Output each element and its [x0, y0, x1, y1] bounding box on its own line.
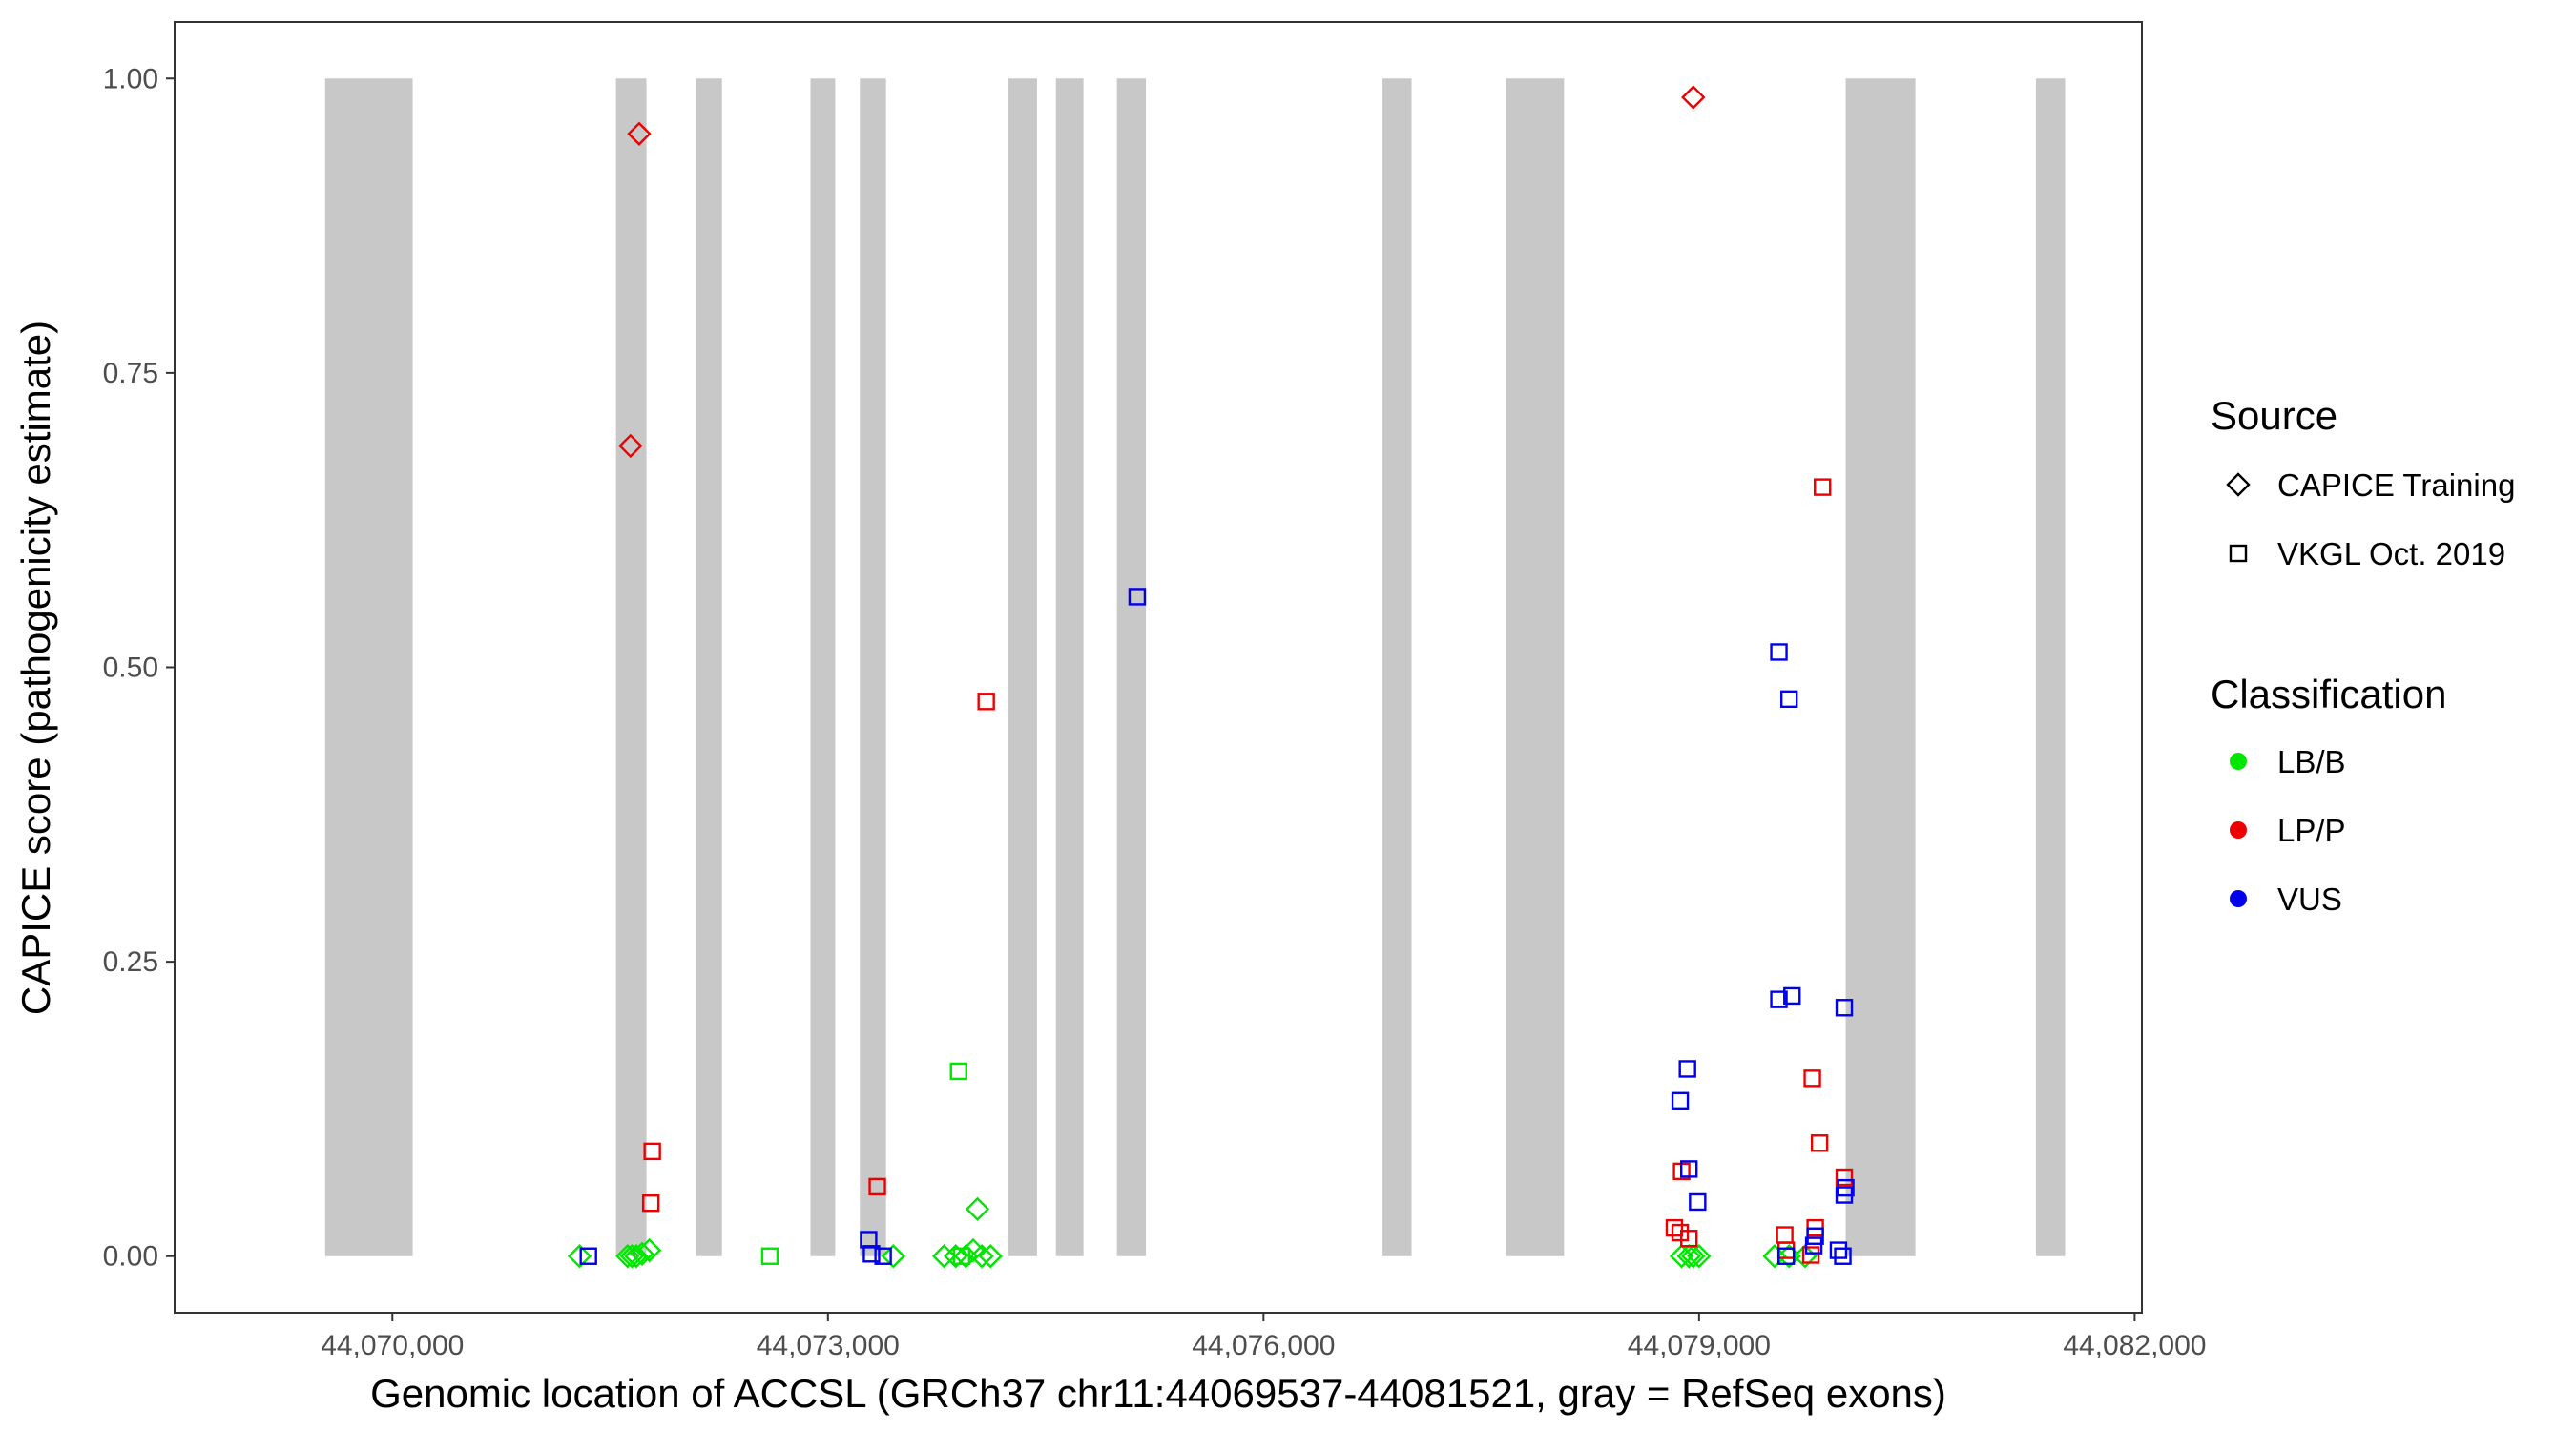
data-point-diamond: [619, 1244, 645, 1269]
data-point-square: [1829, 1241, 1848, 1259]
data-point-square: [1680, 1230, 1698, 1248]
data-point-square: [1783, 986, 1801, 1006]
data-point-square: [977, 693, 995, 711]
data-point-square: [1678, 1060, 1696, 1078]
data-point-diamond: [1669, 1244, 1694, 1269]
x-tick-label: 44,073,000: [757, 1330, 900, 1361]
y-axis-title: CAPICE score (pathogenicity estimate): [13, 321, 58, 1015]
exon-band: [696, 78, 722, 1256]
data-point-square: [579, 1247, 597, 1265]
data-point-square: [1806, 1227, 1824, 1245]
data-point-square: [1680, 1160, 1698, 1178]
data-point-square: [1835, 999, 1854, 1017]
data-point-square: [862, 1245, 881, 1263]
y-axis: 0.00 0.25 0.50 0.75 1.00: [103, 63, 175, 1273]
data-point-diamond: [1681, 1244, 1706, 1269]
data-point-square: [643, 1142, 661, 1161]
x-tick-label: 44,082,000: [2063, 1330, 2206, 1361]
data-point-diamond: [978, 1244, 1003, 1269]
exon-band: [2035, 78, 2066, 1256]
exon-bands: [324, 78, 2066, 1256]
data-point-square: [1128, 588, 1147, 606]
data-point-square: [1803, 1069, 1821, 1088]
exon-band: [615, 78, 647, 1256]
data-point-square: [874, 1247, 892, 1265]
x-tick-label: 44,076,000: [1192, 1330, 1335, 1361]
data-point-square: [1804, 1236, 1823, 1255]
exon-band: [1382, 78, 1412, 1256]
data-point-diamond: [618, 433, 643, 459]
exon-band: [1845, 78, 1916, 1256]
legend-class-label: LP/P: [2277, 813, 2346, 848]
legend-class-label: LB/B: [2277, 744, 2346, 779]
data-point-square: [1810, 1134, 1829, 1152]
legend-key-dot: [2230, 821, 2247, 839]
data-point-square: [1770, 643, 1788, 661]
data-point-square: [1776, 1241, 1796, 1259]
legend-source-title: Source: [2211, 393, 2337, 438]
data-point-diamond: [953, 1244, 979, 1269]
data-point-square: [1835, 1186, 1854, 1204]
legend-key-dot: [2230, 753, 2247, 770]
legend-key-diamond: [2226, 472, 2251, 497]
data-point-square: [760, 1247, 779, 1265]
exon-band: [860, 78, 886, 1256]
data-point-diamond: [615, 1244, 640, 1269]
exon-band: [1008, 78, 1037, 1256]
legend: Source CAPICE Training VKGL Oct. 2019 Cla…: [2211, 393, 2515, 917]
data-point-diamond: [630, 1241, 654, 1266]
exon-band: [1116, 78, 1147, 1256]
legend-key-dot: [2230, 890, 2247, 907]
y-tick-label: 0.75: [103, 358, 158, 389]
y-tick-label: 0.50: [103, 653, 158, 684]
data-point-square: [1689, 1192, 1707, 1212]
data-point-square: [1665, 1218, 1684, 1237]
data-point-square: [1671, 1091, 1690, 1110]
data-point-square: [868, 1177, 886, 1196]
exon-band: [1506, 78, 1565, 1256]
data-point-diamond: [636, 1237, 662, 1263]
exon-band: [1055, 78, 1084, 1256]
data-point-diamond: [1776, 1244, 1801, 1269]
data-point-diamond: [969, 1244, 994, 1269]
y-tick-label: 0.00: [103, 1241, 158, 1273]
y-tick-label: 1.00: [103, 63, 158, 94]
data-point-diamond: [1687, 1244, 1712, 1269]
legend-source-label: VKGL Oct. 2019: [2277, 536, 2505, 571]
data-point-square: [1835, 1168, 1854, 1187]
exon-band: [324, 78, 413, 1256]
x-tick-label: 44,070,000: [321, 1330, 464, 1361]
data-point-square: [641, 1193, 660, 1213]
data-point-square: [949, 1062, 967, 1081]
data-point-diamond: [931, 1244, 957, 1269]
data-point-diamond: [881, 1244, 905, 1269]
data-point-square: [1801, 1246, 1820, 1264]
data-point-diamond: [567, 1244, 592, 1269]
data-point-square: [952, 1247, 970, 1265]
data-point-diamond: [944, 1244, 968, 1269]
data-point-square: [1776, 1226, 1794, 1244]
x-axis: 44,070,000 44,073,000 44,076,000 44,079,000…: [321, 1313, 2206, 1361]
data-points: [567, 85, 1855, 1269]
exon-band: [810, 78, 836, 1256]
x-tick-label: 44,079,000: [1628, 1330, 1771, 1361]
legend-class-label: VUS: [2277, 881, 2342, 917]
data-point-square: [1770, 990, 1788, 1008]
data-point-square: [1814, 478, 1832, 496]
data-point-square: [1780, 690, 1798, 709]
data-point-square: [1834, 1247, 1852, 1265]
legend-classification-title: Classification: [2211, 672, 2446, 716]
data-point-square: [1776, 1247, 1796, 1265]
data-point-diamond: [627, 121, 652, 146]
data-point-diamond: [624, 1244, 649, 1269]
legend-source-label: CAPICE Training: [2277, 467, 2515, 503]
data-point-diamond: [1681, 85, 1706, 110]
data-point-diamond: [965, 1196, 990, 1222]
x-axis-title: Genomic location of ACCSL (GRCh37 chr11:…: [370, 1371, 1946, 1416]
data-point-diamond: [1676, 1244, 1701, 1269]
y-tick-label: 0.25: [103, 946, 158, 978]
legend-key-square: [2229, 544, 2248, 563]
